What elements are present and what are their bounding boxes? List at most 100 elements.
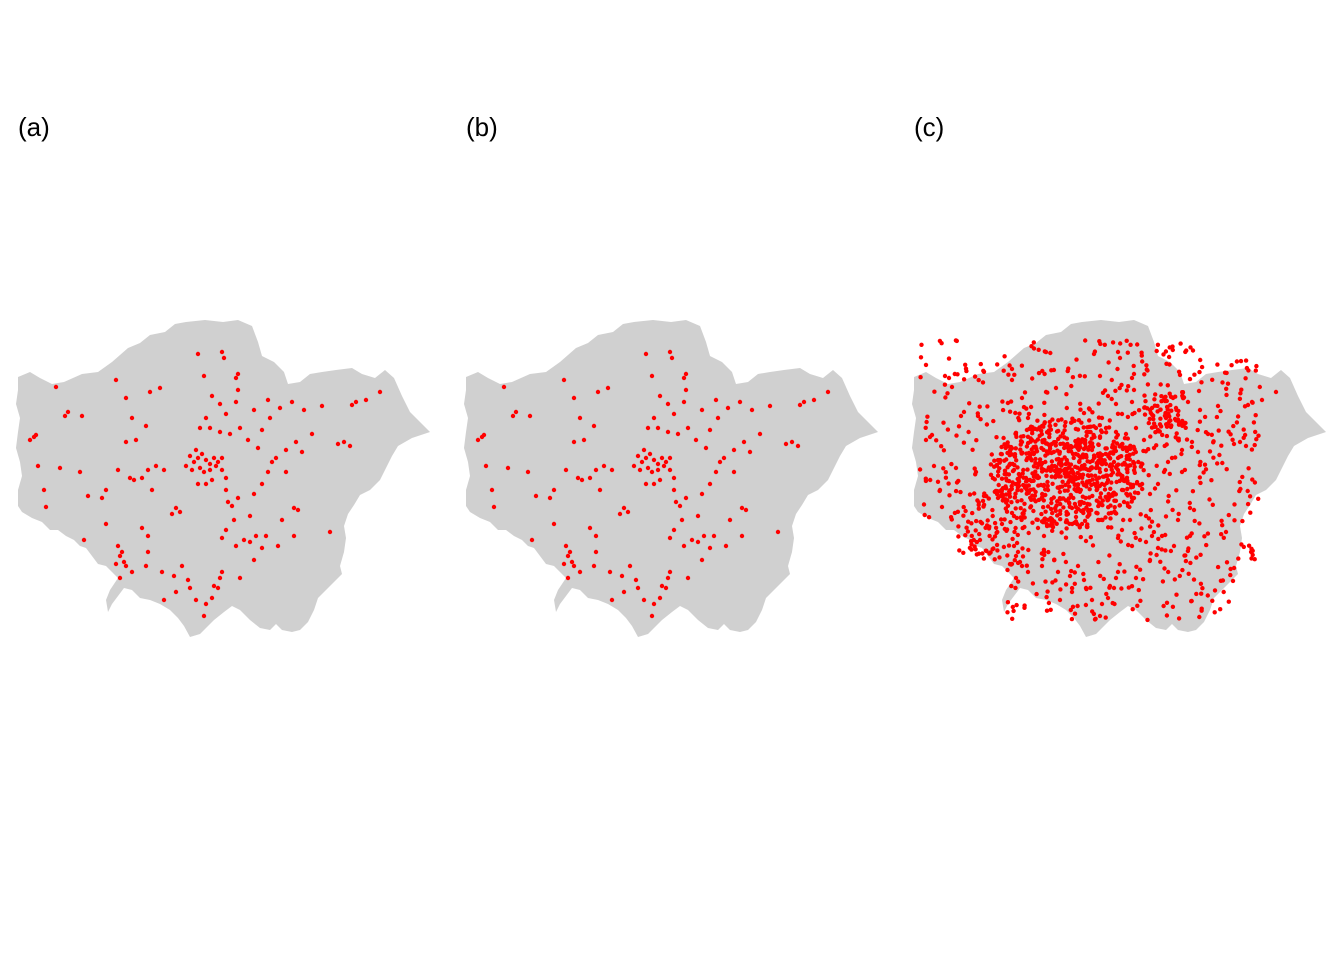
- map-point: [967, 492, 973, 497]
- map-point: [1123, 477, 1128, 482]
- map-point: [1139, 526, 1144, 531]
- map-point: [1210, 502, 1215, 507]
- map-point: [1219, 518, 1224, 523]
- map-point: [1155, 545, 1161, 551]
- map-point: [1220, 460, 1225, 466]
- map-point: [679, 517, 685, 523]
- map-point: [1007, 488, 1013, 493]
- map-point: [1177, 573, 1182, 579]
- map-point: [153, 463, 159, 469]
- map-point: [1198, 480, 1203, 486]
- map-point: [1203, 430, 1209, 435]
- map-point: [1185, 548, 1191, 554]
- map-point: [1131, 363, 1136, 369]
- map-point: [1136, 459, 1141, 465]
- map-point: [1108, 486, 1113, 491]
- map-point: [685, 425, 691, 431]
- map-point: [1113, 464, 1119, 470]
- map-point: [1081, 577, 1087, 583]
- map-point: [1072, 570, 1077, 575]
- map-point: [1246, 368, 1251, 373]
- map-point: [347, 443, 353, 449]
- map-point: [1015, 532, 1020, 538]
- map-point: [963, 533, 968, 538]
- map-point: [1025, 477, 1030, 483]
- map-point: [1042, 437, 1047, 443]
- map-point: [943, 395, 948, 400]
- map-point: [1245, 488, 1250, 494]
- map-point: [1124, 466, 1129, 472]
- map-point: [1020, 471, 1025, 476]
- map-point: [923, 476, 928, 481]
- map-point: [1219, 443, 1224, 448]
- map-point: [1237, 396, 1243, 401]
- map-point: [1194, 555, 1199, 560]
- map-point: [783, 441, 789, 447]
- map-point: [1084, 505, 1089, 510]
- map-point: [1187, 500, 1192, 506]
- map-point: [1061, 468, 1066, 473]
- map-point: [505, 465, 511, 471]
- map-point: [1078, 407, 1083, 412]
- map-point: [131, 477, 137, 483]
- map-point: [1081, 500, 1087, 506]
- map-point: [984, 494, 989, 499]
- map-point: [707, 545, 713, 551]
- map-point: [1005, 610, 1010, 615]
- map-point: [1060, 431, 1066, 436]
- map-point: [1122, 436, 1128, 441]
- map-point: [609, 467, 615, 473]
- map-point: [1134, 481, 1140, 486]
- map-point: [349, 402, 355, 408]
- map-point: [1155, 481, 1161, 487]
- map-point: [990, 547, 995, 552]
- map-point: [1068, 462, 1074, 467]
- map-point: [27, 437, 33, 443]
- map-point: [1203, 467, 1209, 472]
- map-point: [990, 513, 995, 519]
- map-point: [565, 575, 571, 581]
- map-point: [1124, 338, 1129, 343]
- map-point: [1209, 432, 1214, 437]
- map-point: [651, 481, 657, 487]
- map-point: [255, 445, 261, 451]
- map-point: [1069, 383, 1074, 389]
- map-point: [1003, 486, 1009, 491]
- map-point: [1043, 441, 1049, 446]
- map-point: [283, 447, 289, 453]
- map-point: [1019, 488, 1024, 493]
- map-point: [683, 495, 689, 501]
- map-point: [1224, 467, 1229, 472]
- map-point: [1090, 543, 1096, 548]
- map-point: [1077, 525, 1082, 530]
- map-point: [1234, 420, 1240, 425]
- london-boundary: [16, 320, 430, 637]
- map-point: [223, 475, 229, 481]
- map-point: [1237, 479, 1242, 485]
- map-point: [665, 429, 671, 435]
- map-point: [245, 437, 251, 443]
- map-point: [1140, 359, 1145, 364]
- map-point: [1205, 593, 1210, 598]
- map-point: [1058, 501, 1063, 507]
- map-point: [963, 362, 968, 367]
- map-point: [1028, 404, 1034, 410]
- map-point: [1202, 534, 1207, 539]
- map-point: [1005, 600, 1011, 605]
- map-point: [922, 512, 927, 518]
- map-point: [1232, 502, 1237, 507]
- map-point: [609, 597, 615, 603]
- map-point: [1081, 425, 1086, 430]
- map-point: [1114, 479, 1119, 485]
- map-point: [1129, 375, 1135, 381]
- map-point: [1157, 429, 1162, 434]
- map-point: [1165, 383, 1170, 388]
- map-point: [1243, 358, 1249, 363]
- map-point: [1126, 384, 1131, 389]
- map-point: [1112, 505, 1117, 510]
- map-point: [551, 487, 557, 493]
- map-point: [685, 575, 691, 581]
- map-point: [565, 553, 571, 559]
- map-point: [1010, 468, 1016, 474]
